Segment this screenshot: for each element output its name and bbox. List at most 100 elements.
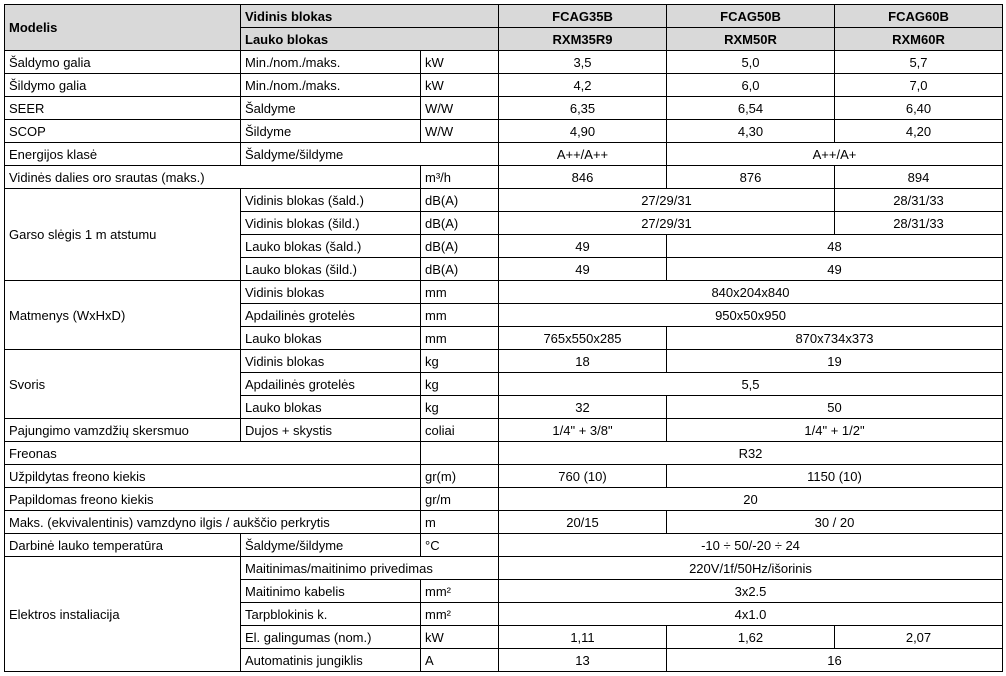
- row-uzpild: Užpildytas freono kiekis gr(m) 760 (10) …: [5, 465, 1003, 488]
- label: Svoris: [5, 350, 241, 419]
- val-m1: 18: [499, 350, 667, 373]
- sublabel: Lauko blokas: [241, 396, 421, 419]
- val-m2: 4,30: [667, 120, 835, 143]
- sublabel: Tarpblokinis k.: [241, 603, 421, 626]
- sublabel: Vidinis blokas (šald.): [241, 189, 421, 212]
- hdr-m2-vid: FCAG50B: [667, 5, 835, 28]
- val-m3: 5,7: [835, 51, 1003, 74]
- val-m23: 19: [667, 350, 1003, 373]
- val-m23: 48: [667, 235, 1003, 258]
- label: Darbinė lauko temperatūra: [5, 534, 241, 557]
- unit: kW: [421, 51, 499, 74]
- val-m1: 6,35: [499, 97, 667, 120]
- hdr-vidinis: Vidinis blokas: [241, 5, 499, 28]
- val-all: 840x204x840: [499, 281, 1003, 304]
- val-m1: 760 (10): [499, 465, 667, 488]
- sublabel: Apdailinės grotelės: [241, 304, 421, 327]
- hdr-lauko: Lauko blokas: [241, 28, 499, 51]
- val-m1: 846: [499, 166, 667, 189]
- hdr-m2-out: RXM50R: [667, 28, 835, 51]
- val-m23: 870x734x373: [667, 327, 1003, 350]
- label: Pajungimo vamzdžių skersmuo: [5, 419, 241, 442]
- label: Elektros instaliacija: [5, 557, 241, 672]
- val-m23: 50: [667, 396, 1003, 419]
- val-m23: 49: [667, 258, 1003, 281]
- val-all: 3x2.5: [499, 580, 1003, 603]
- unit: mm²: [421, 603, 499, 626]
- unit: W/W: [421, 120, 499, 143]
- label: Šildymo galia: [5, 74, 241, 97]
- label: Papildomas freono kiekis: [5, 488, 421, 511]
- val-m1: 4,2: [499, 74, 667, 97]
- val-all: 220V/1f/50Hz/išorinis: [499, 557, 1003, 580]
- val-all: R32: [499, 442, 1003, 465]
- unit: kg: [421, 350, 499, 373]
- unit: dB(A): [421, 189, 499, 212]
- unit: m³/h: [421, 166, 499, 189]
- val-m12: 27/29/31: [499, 212, 835, 235]
- row-sild-galia: Šildymo galia Min./nom./maks. kW 4,2 6,0…: [5, 74, 1003, 97]
- row-freonas: Freonas R32: [5, 442, 1003, 465]
- val-m12: 27/29/31: [499, 189, 835, 212]
- unit: dB(A): [421, 258, 499, 281]
- val-m3: 7,0: [835, 74, 1003, 97]
- val-m2: 1,62: [667, 626, 835, 649]
- unit: m: [421, 511, 499, 534]
- row-energijos: Energijos klasė Šaldyme/šildyme A++/A++ …: [5, 143, 1003, 166]
- unit: dB(A): [421, 235, 499, 258]
- unit: [421, 442, 499, 465]
- val-m1: A++/A++: [499, 143, 667, 166]
- val-all: 20: [499, 488, 1003, 511]
- unit: mm: [421, 327, 499, 350]
- val-m1: 3,5: [499, 51, 667, 74]
- row-matm-1: Matmenys (WxHxD) Vidinis blokas mm 840x2…: [5, 281, 1003, 304]
- val-m2: 6,54: [667, 97, 835, 120]
- unit: gr(m): [421, 465, 499, 488]
- label: Vidinės dalies oro srautas (maks.): [5, 166, 421, 189]
- unit: A: [421, 649, 499, 672]
- row-scop: SCOP Šildyme W/W 4,90 4,30 4,20: [5, 120, 1003, 143]
- val-m23: 1/4" + 1/2": [667, 419, 1003, 442]
- label: Maks. (ekvivalentinis) vamzdyno ilgis / …: [5, 511, 421, 534]
- hdr-m3-vid: FCAG60B: [835, 5, 1003, 28]
- unit: gr/m: [421, 488, 499, 511]
- sublabel: Šaldyme/šildyme: [241, 143, 499, 166]
- row-airflow: Vidinės dalies oro srautas (maks.) m³/h …: [5, 166, 1003, 189]
- label: SEER: [5, 97, 241, 120]
- row-svoris-1: Svoris Vidinis blokas kg 18 19: [5, 350, 1003, 373]
- label: Garso slėgis 1 m atstumu: [5, 189, 241, 281]
- unit: W/W: [421, 97, 499, 120]
- val-m3: 2,07: [835, 626, 1003, 649]
- hdr-modelis: Modelis: [5, 5, 241, 51]
- val-m2: 6,0: [667, 74, 835, 97]
- sublabel: Šildyme: [241, 120, 421, 143]
- val-m1: 1,11: [499, 626, 667, 649]
- unit: kg: [421, 396, 499, 419]
- sublabel: Min./nom./maks.: [241, 51, 421, 74]
- val-m23: 16: [667, 649, 1003, 672]
- sublabel: Apdailinės grotelės: [241, 373, 421, 396]
- unit: kg: [421, 373, 499, 396]
- label: Užpildytas freono kiekis: [5, 465, 421, 488]
- unit: kW: [421, 74, 499, 97]
- val-m1: 765x550x285: [499, 327, 667, 350]
- label: Energijos klasė: [5, 143, 241, 166]
- val-all: 5,5: [499, 373, 1003, 396]
- sublabel: Min./nom./maks.: [241, 74, 421, 97]
- val-all: 4x1.0: [499, 603, 1003, 626]
- val-m3: 28/31/33: [835, 189, 1003, 212]
- val-m1: 32: [499, 396, 667, 419]
- sublabel: Vidinis blokas (šild.): [241, 212, 421, 235]
- row-elektr-1: Elektros instaliacija Maitinimas/maitini…: [5, 557, 1003, 580]
- sublabel: Lauko blokas: [241, 327, 421, 350]
- label: SCOP: [5, 120, 241, 143]
- val-m1: 1/4" + 3/8": [499, 419, 667, 442]
- sublabel: Dujos + skystis: [241, 419, 421, 442]
- hdr-m1-out: RXM35R9: [499, 28, 667, 51]
- val-m23: 30 / 20: [667, 511, 1003, 534]
- row-darb: Darbinė lauko temperatūra Šaldyme/šildym…: [5, 534, 1003, 557]
- val-m1: 49: [499, 258, 667, 281]
- sublabel: Maitinimo kabelis: [241, 580, 421, 603]
- val-m3: 28/31/33: [835, 212, 1003, 235]
- row-pajung: Pajungimo vamzdžių skersmuo Dujos + skys…: [5, 419, 1003, 442]
